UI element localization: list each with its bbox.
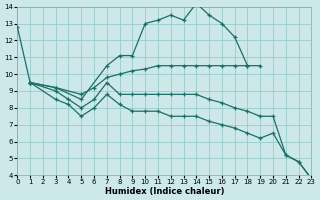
X-axis label: Humidex (Indice chaleur): Humidex (Indice chaleur)	[105, 187, 224, 196]
